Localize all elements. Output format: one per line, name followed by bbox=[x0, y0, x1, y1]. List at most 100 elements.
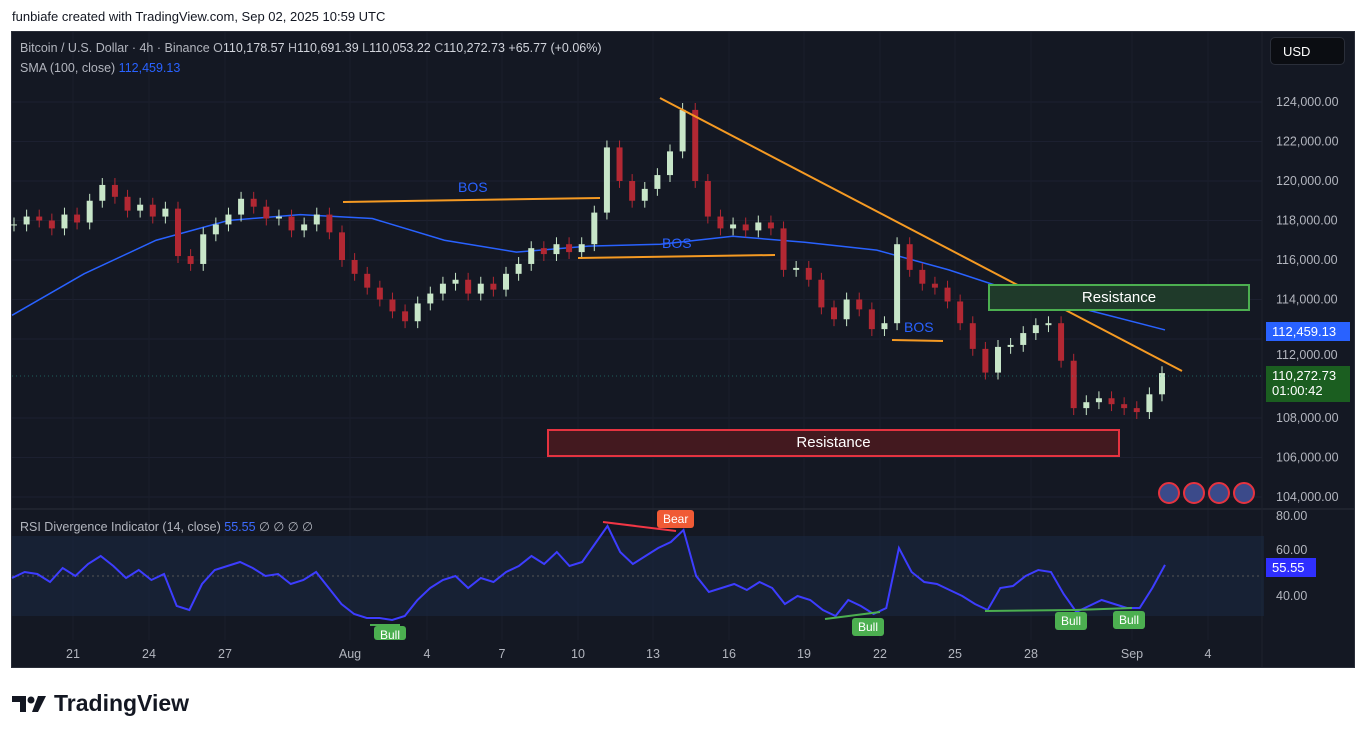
bull-label-4[interactable]: Bull bbox=[1113, 611, 1146, 629]
candle-body bbox=[339, 232, 345, 260]
rsi-tick-label: 40.00 bbox=[1276, 589, 1307, 603]
rsi-path bbox=[11, 524, 1166, 622]
candle-body bbox=[389, 299, 396, 312]
candle-body bbox=[906, 244, 913, 270]
bar-countdown: 01:00:42 bbox=[1272, 383, 1323, 398]
candle-body bbox=[212, 224, 219, 235]
rsi-legend[interactable]: RSI Divergence Indicator (14, close) 55.… bbox=[20, 520, 314, 534]
resistance-box-upper[interactable] bbox=[988, 284, 1250, 311]
time-tick-label: Aug bbox=[339, 647, 361, 661]
candle-body bbox=[742, 224, 749, 231]
price-tick-label: 104,000.00 bbox=[1276, 490, 1339, 504]
candle-body bbox=[402, 311, 409, 322]
downtrend-line[interactable] bbox=[659, 97, 1183, 372]
resistance-box-lower[interactable] bbox=[547, 429, 1120, 457]
us-flag-icon[interactable] bbox=[1183, 482, 1205, 504]
bos-label-1[interactable]: BOS bbox=[458, 179, 488, 195]
candle-body bbox=[86, 200, 93, 223]
candle-body bbox=[364, 273, 371, 288]
candle-body bbox=[427, 293, 434, 304]
candle-body bbox=[238, 198, 245, 215]
price-tick-label: 114,000.00 bbox=[1276, 293, 1338, 307]
candle-body bbox=[149, 204, 156, 217]
candle-body bbox=[755, 222, 762, 231]
event-flags bbox=[1158, 482, 1255, 504]
candle-body bbox=[969, 323, 976, 349]
candle-body bbox=[1058, 323, 1065, 361]
time-tick-label: 10 bbox=[571, 647, 585, 661]
time-tick-label: 27 bbox=[218, 647, 232, 661]
candle-body bbox=[187, 256, 194, 264]
us-flag-icon[interactable] bbox=[1158, 482, 1180, 504]
candle-body bbox=[717, 216, 724, 229]
candle-body bbox=[515, 263, 522, 274]
candle-body bbox=[679, 109, 686, 152]
candle-body bbox=[704, 181, 711, 217]
currency-button[interactable]: USD bbox=[1270, 37, 1345, 65]
resistance-label-lower[interactable]: Resistance bbox=[796, 434, 871, 451]
bear-divergence-line bbox=[602, 521, 677, 532]
candle-body bbox=[629, 181, 636, 201]
rsi-legend-value: 55.55 bbox=[224, 520, 256, 534]
bos-label-3[interactable]: BOS bbox=[904, 319, 934, 335]
price-tick-label: 122,000.00 bbox=[1276, 135, 1339, 149]
candle-body bbox=[74, 214, 81, 223]
candle-body bbox=[48, 220, 55, 229]
candle-body bbox=[641, 188, 648, 201]
candle-body bbox=[439, 283, 446, 294]
close-value: 110,272.73 bbox=[443, 41, 505, 55]
rsi-line bbox=[11, 524, 1166, 622]
time-tick-label: 19 bbox=[797, 647, 811, 661]
bull-label-1[interactable]: Bull bbox=[374, 626, 407, 640]
bos-line-3[interactable] bbox=[891, 339, 944, 342]
time-tick-label: 16 bbox=[722, 647, 736, 661]
candle-body bbox=[730, 224, 737, 229]
candle-body bbox=[931, 283, 938, 288]
bear-label[interactable]: Bear bbox=[657, 510, 695, 528]
candle-body bbox=[780, 228, 787, 270]
candle-body bbox=[553, 244, 560, 255]
candle-body bbox=[1045, 323, 1052, 326]
time-tick-label: 13 bbox=[646, 647, 660, 661]
bull-label-2[interactable]: Bull bbox=[852, 618, 885, 636]
rsi-value-tag: 55.55 bbox=[1266, 558, 1316, 577]
price-tick-label: 120,000.00 bbox=[1276, 174, 1339, 188]
high-value: 110,691.39 bbox=[297, 41, 359, 55]
last-price-tag: 110,272.73 01:00:42 bbox=[1266, 366, 1350, 402]
bos-line-2[interactable] bbox=[577, 254, 776, 259]
bos-label-2[interactable]: BOS bbox=[662, 235, 692, 251]
candle-body bbox=[503, 273, 509, 290]
candle-body bbox=[313, 214, 320, 225]
symbol-name: Bitcoin / U.S. Dollar · 4h · Binance bbox=[20, 41, 210, 55]
candle-body bbox=[326, 214, 333, 233]
candle-body bbox=[540, 248, 547, 255]
candle-body bbox=[61, 214, 68, 229]
candle-body bbox=[1032, 325, 1039, 334]
bull-divergence-line-3 bbox=[984, 609, 1076, 612]
bull-label-3[interactable]: Bull bbox=[1055, 612, 1088, 630]
candle-body bbox=[23, 216, 30, 225]
time-tick-label: 24 bbox=[142, 647, 156, 661]
sma-legend[interactable]: SMA (100, close) 112,459.13 bbox=[20, 61, 181, 75]
resistance-label-upper[interactable]: Resistance bbox=[1081, 289, 1157, 306]
us-flag-icon[interactable] bbox=[1208, 482, 1230, 504]
bull-divergence-line-2 bbox=[824, 611, 881, 620]
tradingview-logo[interactable]: TradingView bbox=[12, 690, 189, 717]
time-tick-label: 7 bbox=[499, 647, 506, 661]
time-tick-label: 4 bbox=[1205, 647, 1212, 661]
time-tick-label: 4 bbox=[424, 647, 431, 661]
candle-body bbox=[881, 323, 888, 330]
candle-body bbox=[692, 109, 699, 181]
symbol-legend[interactable]: Bitcoin / U.S. Dollar · 4h · Binance O11… bbox=[20, 41, 602, 55]
bos-line-1[interactable] bbox=[342, 197, 601, 203]
price-tick-label: 106,000.00 bbox=[1276, 451, 1339, 465]
candle-body bbox=[477, 283, 484, 294]
axis-ticks: 124,000.00 122,000.00 120,000.00 118,000.00… bbox=[66, 95, 1339, 661]
us-flag-icon[interactable] bbox=[1233, 482, 1255, 504]
time-tick-label: 28 bbox=[1024, 647, 1038, 661]
sma-line bbox=[11, 213, 1166, 331]
candle-body bbox=[591, 212, 598, 245]
sma-path bbox=[11, 213, 1166, 331]
low-value: 110,053.22 bbox=[369, 41, 431, 55]
